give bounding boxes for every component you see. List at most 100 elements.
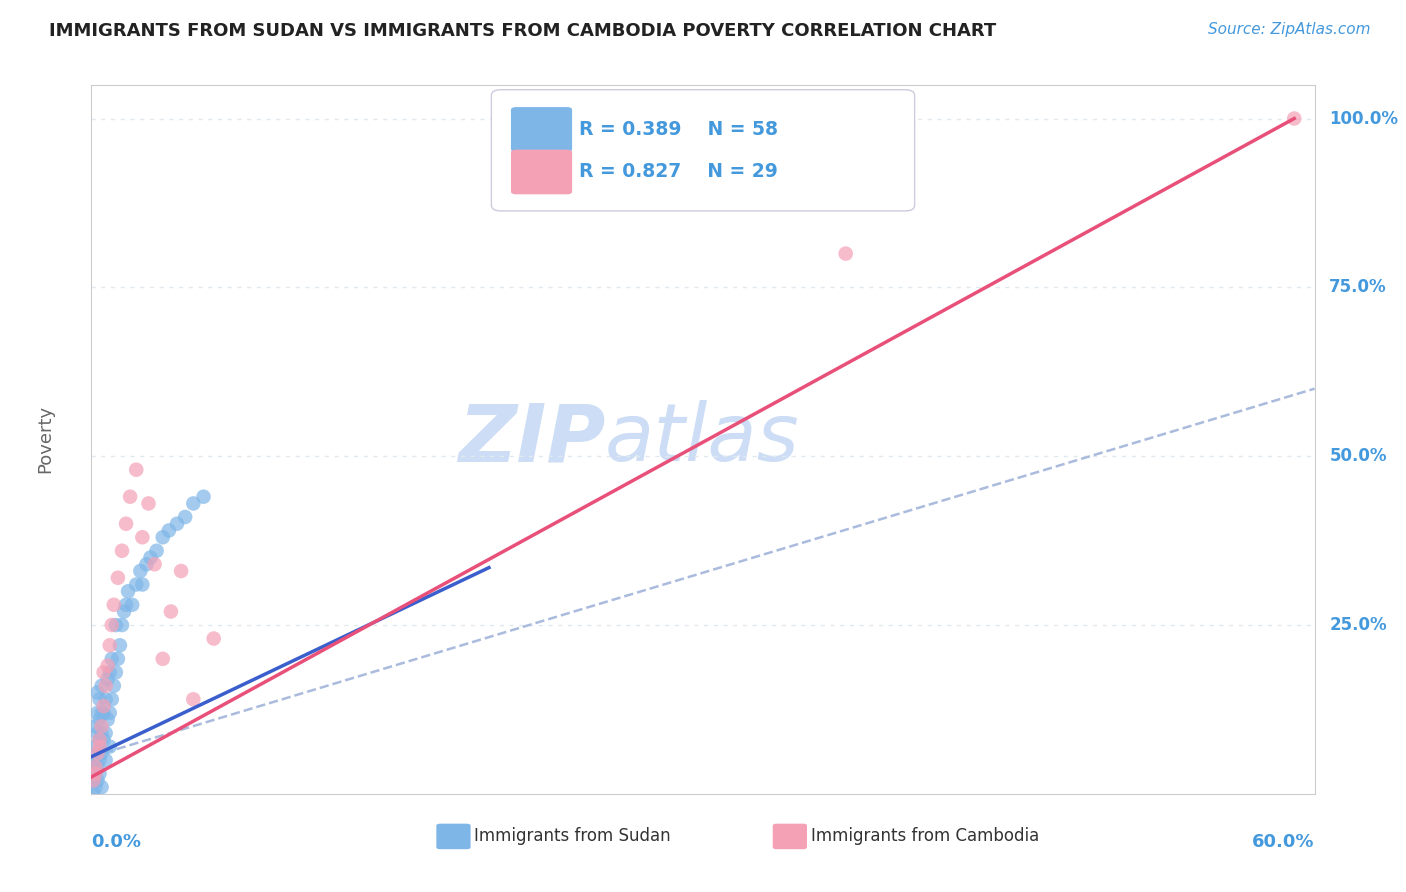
Point [139, 550, 162, 565]
Text: 0.0%: 0.0% [91, 833, 142, 851]
Point [120, 490, 142, 504]
Point [84, 766, 107, 780]
Point [111, 543, 134, 558]
Point [93, 706, 115, 720]
Point [93, 732, 115, 747]
Text: 75.0%: 75.0% [1329, 278, 1386, 296]
Point [131, 530, 153, 544]
FancyBboxPatch shape [510, 107, 572, 152]
Point [183, 692, 205, 706]
Point [97, 672, 120, 686]
Point [98, 706, 121, 720]
FancyBboxPatch shape [773, 823, 807, 849]
Point [93, 665, 115, 680]
Point [117, 584, 139, 599]
Point [86, 726, 108, 740]
Text: R = 0.389    N = 58: R = 0.389 N = 58 [579, 120, 779, 139]
Point [84, 719, 107, 733]
Point [90, 747, 112, 761]
Point [94, 726, 117, 740]
Text: IMMIGRANTS FROM SUDAN VS IMMIGRANTS FROM CAMBODIA POVERTY CORRELATION CHART: IMMIGRANTS FROM SUDAN VS IMMIGRANTS FROM… [49, 22, 997, 40]
FancyBboxPatch shape [491, 90, 915, 211]
Point [166, 516, 188, 531]
Point [86, 747, 108, 761]
Point [129, 564, 152, 578]
Point [152, 652, 174, 666]
Point [94, 692, 117, 706]
Point [82, 773, 104, 788]
Text: 60.0%: 60.0% [1253, 833, 1315, 851]
Text: Immigrants from Sudan: Immigrants from Sudan [474, 828, 671, 846]
Point [1282, 112, 1305, 126]
Point [82, 773, 104, 788]
Point [152, 530, 174, 544]
Point [193, 490, 215, 504]
Point [84, 739, 107, 754]
Point [170, 564, 193, 578]
Point [835, 246, 858, 260]
Point [202, 632, 225, 646]
Point [94, 753, 117, 767]
FancyBboxPatch shape [510, 150, 572, 194]
Text: 50.0%: 50.0% [1329, 447, 1386, 466]
Point [82, 787, 104, 801]
Text: 100.0%: 100.0% [1329, 110, 1399, 128]
Point [157, 524, 180, 538]
Point [101, 618, 124, 632]
Point [93, 699, 115, 714]
Point [90, 726, 112, 740]
Point [89, 766, 111, 780]
Point [89, 732, 111, 747]
Text: Immigrants from Cambodia: Immigrants from Cambodia [811, 828, 1039, 846]
Point [97, 658, 120, 673]
Text: R = 0.827    N = 29: R = 0.827 N = 29 [579, 162, 779, 181]
Point [143, 558, 166, 572]
Point [86, 773, 108, 788]
Point [89, 713, 111, 727]
Point [101, 692, 124, 706]
Point [138, 496, 160, 510]
Point [86, 685, 108, 699]
Point [125, 577, 148, 591]
Point [103, 679, 125, 693]
Point [103, 598, 125, 612]
Point [82, 760, 104, 774]
Point [160, 605, 183, 619]
Point [86, 760, 108, 774]
Point [135, 558, 157, 572]
Point [108, 638, 131, 652]
Point [94, 679, 117, 693]
FancyBboxPatch shape [436, 823, 471, 849]
Point [104, 618, 127, 632]
Point [125, 463, 148, 477]
Text: atlas: atlas [605, 401, 800, 478]
Point [183, 496, 205, 510]
Point [97, 713, 120, 727]
Point [89, 753, 111, 767]
Point [86, 706, 108, 720]
Point [131, 577, 153, 591]
Point [107, 652, 129, 666]
Point [104, 665, 127, 680]
Point [90, 679, 112, 693]
Point [84, 760, 107, 774]
Point [89, 739, 111, 754]
Point [112, 605, 135, 619]
Point [121, 598, 143, 612]
Point [145, 543, 167, 558]
Point [107, 571, 129, 585]
Point [84, 780, 107, 794]
Point [98, 739, 121, 754]
Point [84, 753, 107, 767]
Point [84, 766, 107, 780]
Point [111, 618, 134, 632]
Point [89, 692, 111, 706]
Point [90, 706, 112, 720]
Point [115, 598, 138, 612]
Text: 25.0%: 25.0% [1329, 616, 1386, 634]
Point [98, 665, 121, 680]
Point [174, 510, 197, 524]
Text: Source: ZipAtlas.com: Source: ZipAtlas.com [1208, 22, 1371, 37]
Text: Poverty: Poverty [37, 405, 53, 474]
Point [90, 719, 112, 733]
